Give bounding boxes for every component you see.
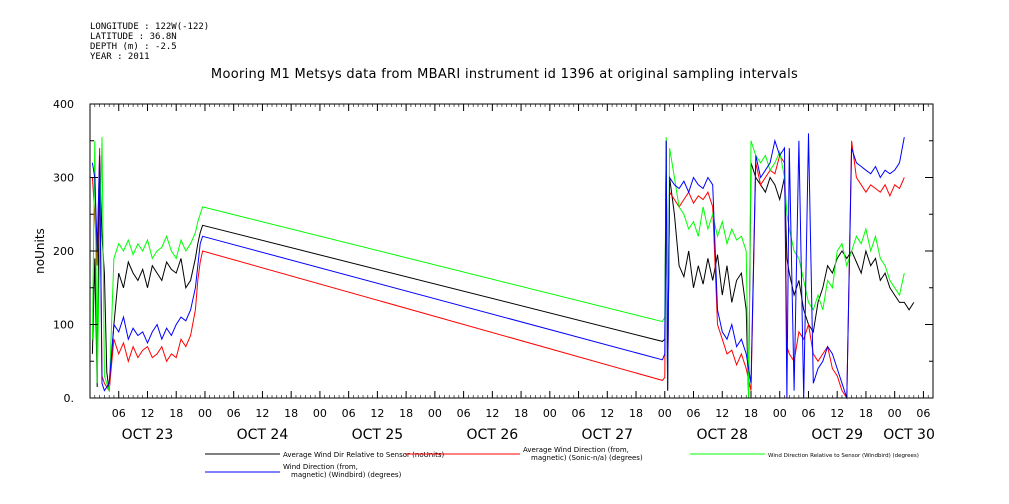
x-tick-label: 06 xyxy=(112,407,126,420)
legend-label-4: Wind Direction (from, xyxy=(283,463,358,471)
x-tick-label: 00 xyxy=(313,407,327,420)
x-tick-label: 18 xyxy=(514,407,528,420)
x-day-label: OCT 27 xyxy=(581,427,633,443)
x-tick-label: 12 xyxy=(485,407,499,420)
legend-label-3: Wind Direction Relative to Sensor (Windb… xyxy=(768,453,919,459)
y-tick-label-0: 0. xyxy=(64,392,75,405)
series-line-2 xyxy=(91,140,905,400)
x-tick-label: 18 xyxy=(284,407,298,420)
meta-year: YEAR : 2011 xyxy=(90,52,150,62)
x-tick-label: 06 xyxy=(457,407,471,420)
x-tick-label: 06 xyxy=(342,407,356,420)
meta-latitude: LATITUDE : 36.8N xyxy=(90,32,177,42)
x-tick-label: 12 xyxy=(830,407,844,420)
x-tick-label: 00 xyxy=(658,407,672,420)
x-day-label: OCT 24 xyxy=(237,427,289,443)
x-tick-label: 18 xyxy=(399,407,413,420)
series-line-3 xyxy=(91,137,905,399)
y-tick-label-200: 200 xyxy=(53,245,74,258)
meta-longitude: LONGITUDE : 122W(-122) xyxy=(90,22,210,32)
legend-label-1: Average Wind Dir Relative to Sensor (noU… xyxy=(283,451,444,459)
x-tick-label: 12 xyxy=(600,407,614,420)
x-tick-label: 06 xyxy=(227,407,241,420)
x-tick-label: 18 xyxy=(169,407,183,420)
meta-depth: DEPTH (m) : -2.5 xyxy=(90,42,177,52)
x-tick-label: 00 xyxy=(198,407,212,420)
y-tick-label-100: 100 xyxy=(53,319,74,332)
x-tick-label: 12 xyxy=(255,407,269,420)
x-tick-label: 12 xyxy=(140,407,154,420)
x-tick-label: 00 xyxy=(543,407,557,420)
metadata-block: LONGITUDE : 122W(-122) LATITUDE : 36.8N … xyxy=(90,22,209,62)
x-tick-label: 00 xyxy=(773,407,787,420)
series-line-4 xyxy=(91,133,905,399)
x-tick-label: 06 xyxy=(916,407,930,420)
x-tick-label: 06 xyxy=(801,407,815,420)
x-tick-label: 12 xyxy=(715,407,729,420)
x-tick-label: 06 xyxy=(572,407,586,420)
x-tick-label: 00 xyxy=(888,407,902,420)
legend-label-2: Average Wind Direction (from, xyxy=(523,446,629,454)
x-day-label: OCT 29 xyxy=(811,427,863,443)
x-tick-label: 18 xyxy=(629,407,643,420)
x-day-label: OCT 30 xyxy=(883,427,935,443)
legend-label-2: magnetic) (Sonic-n/a) (degrees) xyxy=(531,454,643,462)
y-tick-label-400: 400 xyxy=(53,98,74,111)
chart-title: Mooring M1 Metsys data from MBARI instru… xyxy=(210,67,799,82)
x-day-label: OCT 28 xyxy=(696,427,748,443)
y-axis-label: noUnits xyxy=(33,228,47,274)
x-day-label: OCT 25 xyxy=(352,427,404,443)
x-tick-label: 12 xyxy=(370,407,384,420)
series-line-1 xyxy=(91,140,915,399)
legend-label-4: magnetic) (Windbird) (degrees) xyxy=(291,471,402,479)
x-day-label: OCT 23 xyxy=(122,427,174,443)
x-day-label: OCT 26 xyxy=(467,427,519,443)
x-tick-label: 18 xyxy=(744,407,758,420)
x-tick-label: 00 xyxy=(428,407,442,420)
x-tick-label: 18 xyxy=(859,407,873,420)
y-tick-label-300: 300 xyxy=(53,172,74,185)
x-tick-label: 06 xyxy=(687,407,701,420)
